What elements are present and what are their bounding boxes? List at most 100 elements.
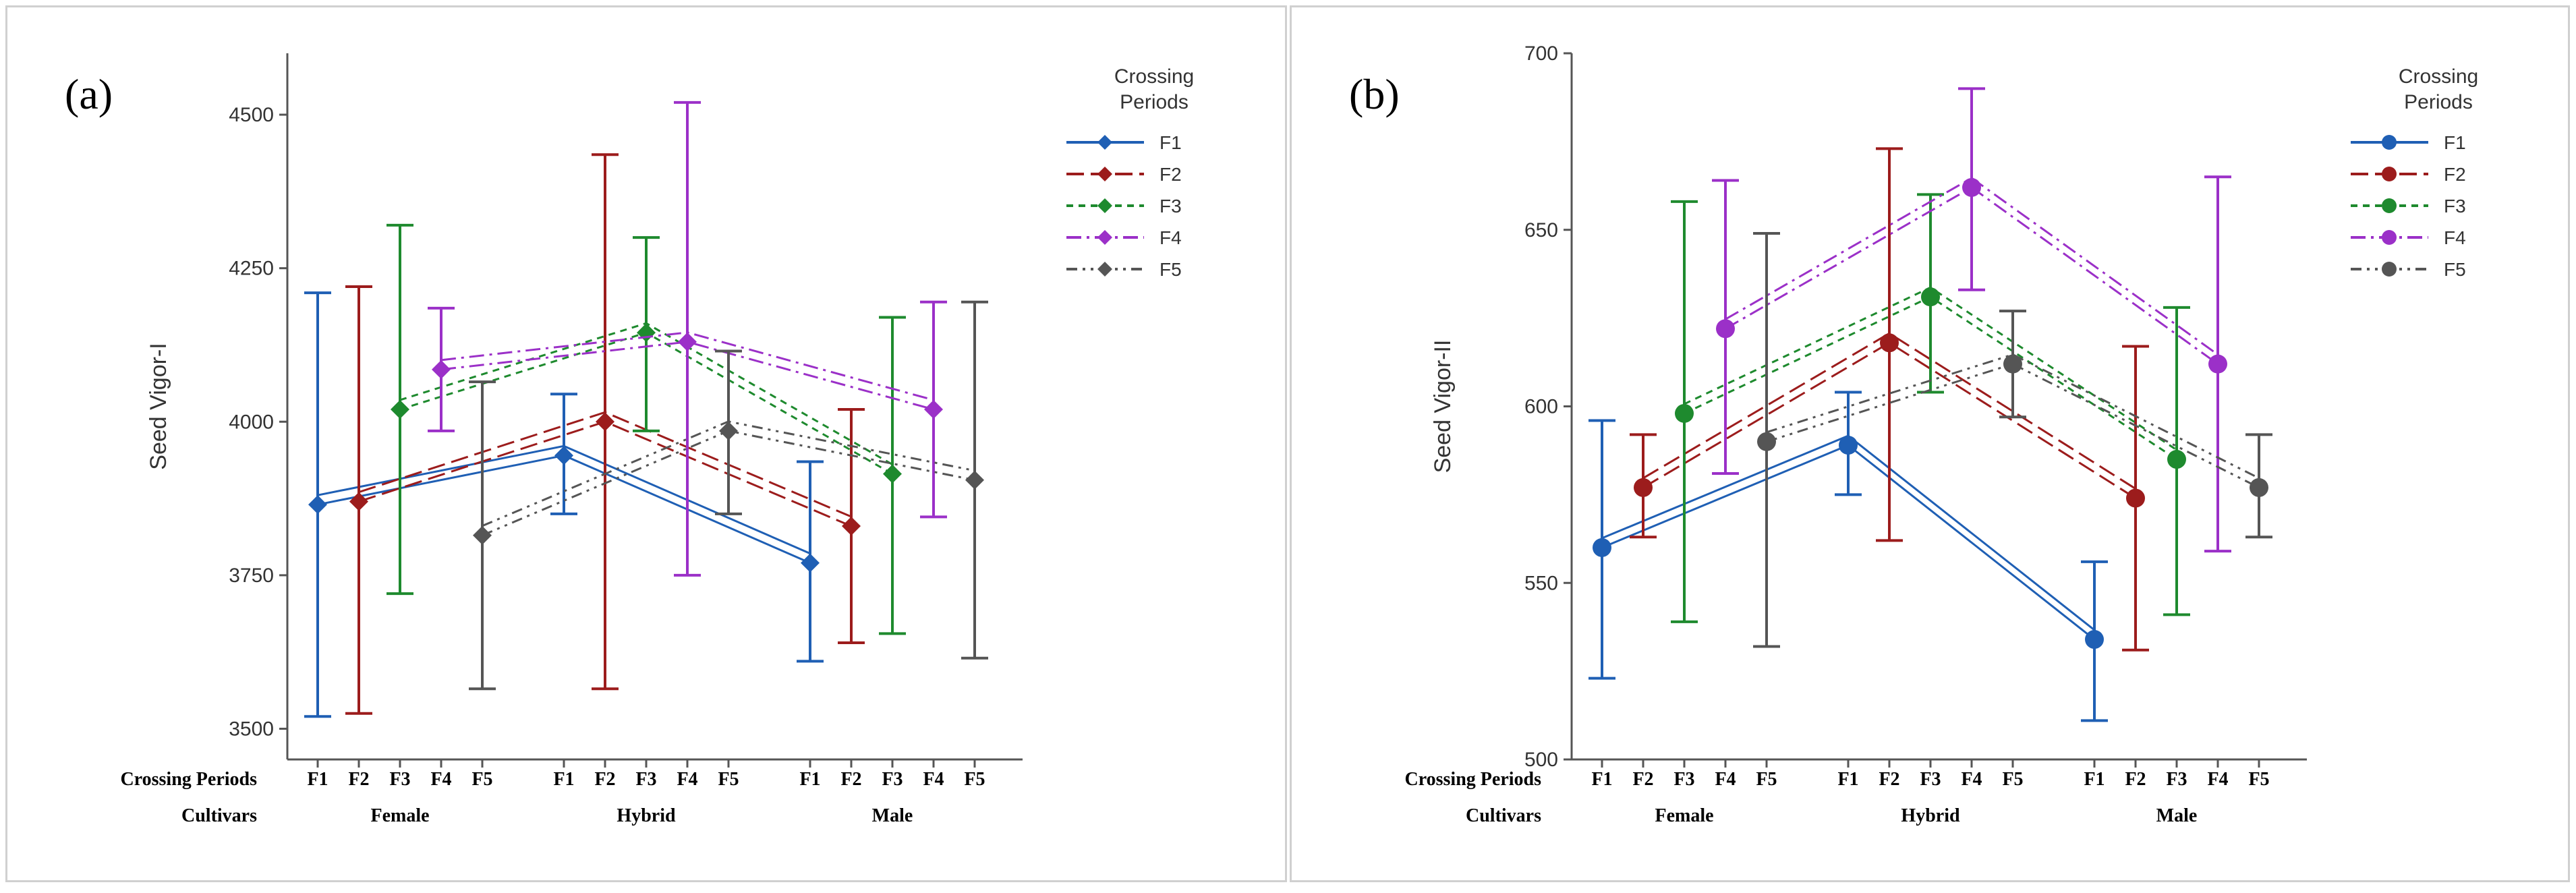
x-tick-label-period: F4 [1961,769,1982,790]
x-tick-label-period: F5 [2248,769,2269,790]
data-point-F2 [596,412,614,432]
data-point-F4 [678,332,697,351]
legend-marker-F3 [1097,198,1112,213]
data-point-F5 [1757,432,1776,451]
legend-label-F5: F5 [2444,259,2466,280]
x-tick-label-period: F1 [553,769,574,790]
y-tick-label: 4500 [229,104,274,126]
legend-marker-F4 [1097,230,1112,245]
data-point-F4 [2208,354,2227,374]
x-tick-label-period: F2 [1632,769,1653,790]
x-tick-label-period: F5 [471,769,492,790]
legend-label-F1: F1 [1160,132,1182,153]
data-point-F1 [2085,630,2104,650]
x-tick-label-cultivar: Male [872,805,913,826]
y-tick-label: 700 [1524,42,1558,65]
y-axis-title: Seed Vigor-II [1430,340,1456,473]
legend-marker-F1 [1097,135,1112,150]
legend-label-F3: F3 [1160,196,1182,217]
data-point-F3 [391,400,409,420]
y-tick-label: 4250 [229,258,274,280]
legend-marker-F5 [2382,262,2397,277]
data-point-F2 [1880,333,1899,353]
data-point-F2 [842,517,861,536]
x-row-label-periods: Crossing Periods [1405,769,1542,790]
legend-label-F4: F4 [2444,227,2466,248]
x-tick-label-period: F5 [1756,769,1777,790]
data-point-F3 [2167,450,2186,469]
legend-marker-F5 [1097,262,1112,277]
x-tick-label-cultivar: Hybrid [617,805,676,826]
x-tick-label-period: F5 [718,769,739,790]
x-tick-label-period: F3 [882,769,903,790]
x-tick-label-period: F4 [677,769,697,790]
data-point-F2 [2126,488,2145,508]
data-point-F1 [801,553,820,573]
x-tick-label-period: F1 [1591,769,1612,790]
x-tick-label-period: F1 [2084,769,2105,790]
x-tick-label-cultivar: Male [2156,805,2198,826]
y-axis-title: Seed Vigor-I [146,343,171,469]
data-point-F1 [1593,538,1611,557]
legend-title: Periods [1120,91,1189,113]
legend-marker-F4 [2382,230,2397,245]
legend-label-F1: F1 [2444,132,2466,153]
x-tick-label-period: F5 [964,769,985,790]
x-tick-label-period: F4 [923,769,944,790]
x-tick-label-period: F3 [2166,769,2187,790]
data-point-F5 [473,525,492,545]
x-tick-label-period: F2 [594,769,615,790]
data-point-F3 [883,464,902,484]
x-tick-label-period: F3 [1673,769,1694,790]
x-tick-label-period: F1 [799,769,820,790]
legend-label-F4: F4 [1160,227,1182,248]
x-tick-label-cultivar: Hybrid [1901,805,1960,826]
legend-title: Crossing [2399,65,2478,88]
legend-label-F3: F3 [2444,196,2466,217]
data-point-F2 [1634,478,1653,497]
data-point-F1 [554,446,573,465]
x-tick-label-cultivar: Female [370,805,429,826]
x-row-label-cultivars: Cultivars [181,805,257,826]
y-tick-label: 3750 [229,565,274,587]
legend-marker-F1 [2382,135,2397,150]
x-tick-label-period: F2 [1879,769,1899,790]
data-point-F5 [965,470,984,490]
data-point-F3 [1921,287,1940,307]
x-tick-label-period: F1 [307,769,328,790]
x-tick-label-period: F4 [1715,769,1736,790]
x-row-label-cultivars: Cultivars [1466,805,1541,826]
legend-marker-F3 [2382,198,2397,213]
x-tick-label-cultivar: Female [1655,805,1713,826]
legend-marker-F2 [2382,167,2397,181]
data-point-F5 [2250,478,2268,497]
x-tick-label-period: F5 [2002,769,2023,790]
legend-title: Crossing [1114,65,1194,88]
x-tick-label-period: F1 [1837,769,1858,790]
data-point-F3 [637,323,656,343]
panel-label: (b) [1349,70,1400,118]
legend-label-F5: F5 [1160,259,1182,280]
y-tick-label: 3500 [229,718,274,740]
y-tick-label: 650 [1524,219,1558,241]
legend-marker-F2 [1097,167,1112,181]
panel-b: (b) 500 550 600 650 700 Seed Vigor-II F1 F2 F3 F4 F… [1290,5,2570,882]
data-point-F3 [1675,403,1694,423]
data-point-F5 [2003,354,2022,374]
legend-label-F2: F2 [2444,164,2466,185]
data-point-F4 [432,359,451,379]
x-tick-label-period: F2 [348,769,369,790]
x-tick-label-period: F3 [635,769,656,790]
y-tick-label: 500 [1524,749,1558,771]
legend-title: Periods [2404,91,2473,113]
x-tick-label-period: F3 [389,769,410,790]
data-point-F1 [1839,436,1858,455]
panel-label: (a) [65,70,113,118]
data-point-F2 [349,492,368,511]
legend-label-F2: F2 [1160,164,1182,185]
y-tick-label: 4000 [229,411,274,433]
data-point-F4 [924,400,943,420]
x-tick-label-period: F4 [2207,769,2228,790]
